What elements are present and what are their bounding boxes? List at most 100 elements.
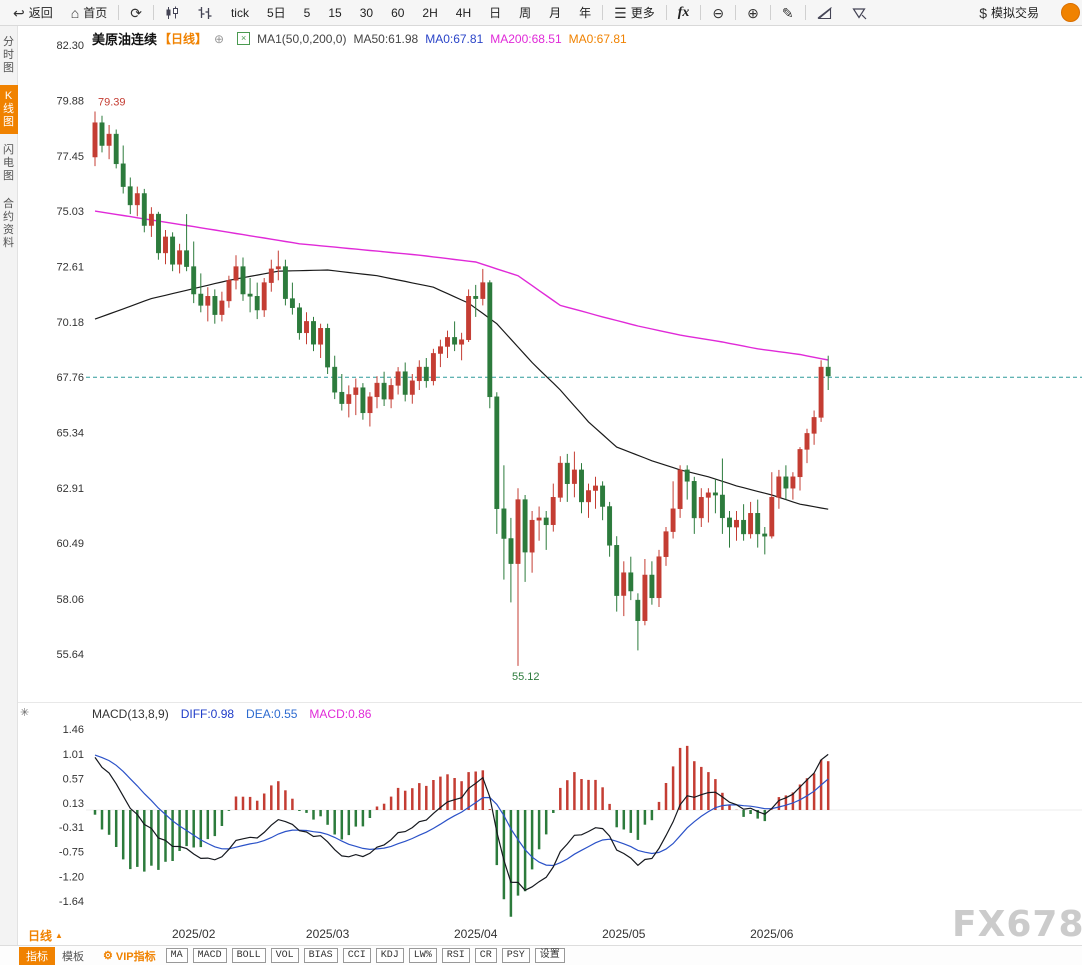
home-button[interactable]: ⌂ 首页 xyxy=(62,0,116,25)
price-tick-label: 72.61 xyxy=(56,261,84,273)
symbol-title: 美原油连续 xyxy=(92,32,158,47)
refresh-icon: ⟳ xyxy=(130,4,142,21)
ohlc-chart-icon xyxy=(198,6,213,20)
toolbar-separator xyxy=(769,5,771,20)
macd-header: MACD(13,8,9) DIFF:0.98 DEA:0.55 MACD:0.8… xyxy=(92,707,371,721)
macd-diff-value: DIFF:0.98 xyxy=(180,707,235,721)
indicator-rsi-button[interactable]: RSI xyxy=(441,948,470,963)
macd-panel xyxy=(86,745,1082,917)
top-toolbar: ↩ 返回 ⌂ 首页 ⟳ tick 5日 5 15 30 60 2H 4H 日周月年 ☰ 更多 fx ⊖ ⊕ ✎ $ 模拟… xyxy=(0,0,1082,26)
settings-button[interactable]: 设置 xyxy=(534,948,565,963)
macd-macd-value: MACD:0.86 xyxy=(309,707,372,721)
period-30min-button-label: 30 xyxy=(359,5,374,20)
macd-tick-label: 1.46 xyxy=(63,724,84,736)
more-button[interactable]: ☰ 更多 xyxy=(605,0,664,25)
chart-style-candlestick-button[interactable] xyxy=(156,0,189,25)
ma-settings-label: MA1(50,0,200,0) xyxy=(257,31,347,46)
period-2h-button[interactable]: 2H xyxy=(413,0,446,25)
app-circle-icon xyxy=(1057,3,1080,22)
period-15min-button[interactable]: 15 xyxy=(319,0,350,25)
x-axis-label: 2025/02 xyxy=(172,927,216,941)
macd-tick-label: 1.01 xyxy=(63,749,84,761)
indicator-boll-button[interactable]: BOLL xyxy=(231,948,266,963)
period-60min-button-label: 60 xyxy=(391,5,405,20)
period-day-button[interactable]: 日 xyxy=(480,0,510,25)
macd-title: MACD(13,8,9) xyxy=(92,707,169,721)
indicator-cci-button[interactable]: CCI xyxy=(342,948,371,963)
zoom-out-button[interactable]: ⊖ xyxy=(703,0,733,25)
indicator-macd-button[interactable]: MACD xyxy=(192,948,227,963)
period-5min-button-label: 5 xyxy=(303,5,311,20)
period-60min-button[interactable]: 60 xyxy=(382,0,413,25)
macd-tick-label: -1.64 xyxy=(59,896,84,908)
period-5day-button[interactable]: 5日 xyxy=(258,0,295,25)
fx-functions-button[interactable]: fx xyxy=(669,0,699,25)
period-year-button[interactable]: 年 xyxy=(570,0,600,25)
sim-trading-button[interactable]: $ 模拟交易 xyxy=(970,0,1048,25)
period-15min-button-label: 15 xyxy=(328,5,342,20)
dollar-icon: $ xyxy=(979,4,987,21)
shape-triangle-icon xyxy=(851,6,867,20)
period-tick-button[interactable]: tick xyxy=(222,0,258,25)
period-month-button[interactable]: 月 xyxy=(540,0,570,25)
indicator-ma-button[interactable]: MA xyxy=(165,948,188,963)
period-5day-button-label: 5日 xyxy=(266,6,286,20)
period-5min-button[interactable]: 5 xyxy=(295,0,320,25)
watermark: FX678 xyxy=(952,904,1082,945)
back-button[interactable]: ↩ 返回 xyxy=(4,0,62,25)
period-week-button[interactable]: 周 xyxy=(510,0,540,25)
chart-canvas[interactable]: 82.30 79.88 77.45 75.03 72.61 70.18 67.76 65.34… xyxy=(18,26,1082,945)
chart-style-ohlc-button[interactable] xyxy=(189,0,222,25)
trendline-tool-button[interactable] xyxy=(808,0,842,25)
pencil-icon: ✎ xyxy=(781,4,794,21)
menu-icon: ☰ xyxy=(614,4,627,21)
indicator-settings-icon[interactable]: ✳ xyxy=(20,707,30,719)
macd-tick-label: -0.75 xyxy=(59,847,84,859)
sidebar-item-lightning-chart[interactable]: 闪电图 xyxy=(3,144,14,182)
indicator-vol-button[interactable]: VOL xyxy=(270,948,299,963)
tab-templates[interactable]: 模板 xyxy=(62,950,84,963)
draw-tools-button[interactable]: ✎ xyxy=(773,0,803,25)
refresh-button[interactable]: ⟳ xyxy=(121,0,151,25)
sidebar-item-contract-info[interactable]: 合约资料 xyxy=(3,198,14,249)
indicator-psy-button[interactable]: PSY xyxy=(501,948,530,963)
price-tick-label: 65.34 xyxy=(56,428,84,440)
app-badge[interactable] xyxy=(1048,0,1082,25)
indicator-cr-button[interactable]: CR xyxy=(474,948,497,963)
diff-line xyxy=(94,753,829,892)
ma0-value-orange: MA0:67.81 xyxy=(568,31,627,46)
chevron-up-icon: ▲ xyxy=(55,931,63,940)
indicator-bias-button[interactable]: BIAS xyxy=(303,948,338,963)
price-tick-label: 55.64 xyxy=(56,649,84,661)
price-tick-label: 67.76 xyxy=(56,372,84,384)
indicator-lwpct-button[interactable]: LW% xyxy=(408,948,437,963)
period-30min-button[interactable]: 30 xyxy=(351,0,382,25)
toolbar-left-group: ↩ 返回 ⌂ 首页 ⟳ tick 5日 5 15 30 60 2H 4H 日周月年 ☰ 更多 fx ⊖ ⊕ ✎ xyxy=(0,0,1082,25)
add-compare-icon[interactable]: ⊕ xyxy=(214,31,225,46)
zoom-in-button[interactable]: ⊕ xyxy=(738,0,768,25)
sidebar-item-time-chart[interactable]: 分时图 xyxy=(3,36,14,74)
price-tick-label: 62.91 xyxy=(56,483,84,495)
x-axis-label: 2025/04 xyxy=(454,927,498,941)
ma200-line xyxy=(94,210,829,361)
price-tick-label: 79.88 xyxy=(56,95,84,107)
shape-tool-button[interactable] xyxy=(842,0,876,25)
bottom-toolbar: 指标 模板 ⚙ VIP指标 MA MACD BOLL VOL BIAS CCI KDJ LW% RSI C… xyxy=(0,945,1082,965)
price-tick-label: 60.49 xyxy=(56,538,84,550)
period-indicator[interactable]: 日线 ▲ xyxy=(28,927,63,944)
tab-indicators[interactable]: 指标 xyxy=(19,946,55,965)
x-axis-label: 2025/05 xyxy=(602,927,646,941)
price-tick-label: 58.06 xyxy=(56,594,84,606)
indicator-kdj-button[interactable]: KDJ xyxy=(375,948,404,963)
macd-dea-value: DEA:0.55 xyxy=(246,707,298,721)
period-4h-button[interactable]: 4H xyxy=(447,0,480,25)
x-axis-label: 2025/06 xyxy=(750,927,794,941)
toolbar-separator xyxy=(118,5,120,20)
ma-checkbox-icon[interactable]: × xyxy=(237,32,251,45)
chart-area: FX678 82.30 79.88 77.45 75.03 72.61 70.18 67.7… xyxy=(18,26,1082,945)
ma0-value-blue: MA0:67.81 xyxy=(425,31,484,46)
vip-indicators-button[interactable]: ⚙ VIP指标 xyxy=(103,948,156,964)
high-annotation: 79.39 xyxy=(98,97,126,109)
